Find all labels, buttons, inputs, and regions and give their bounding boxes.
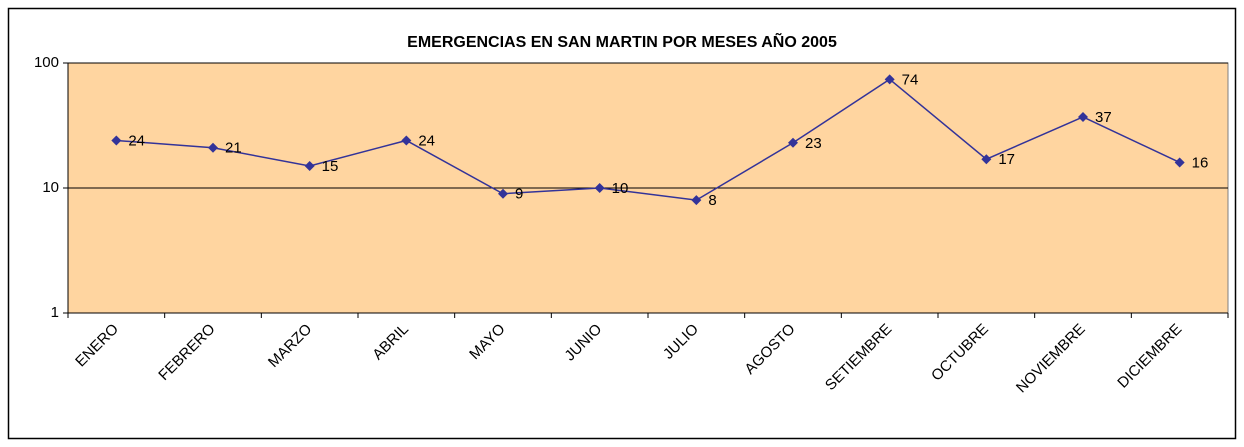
data-point <box>208 142 218 153</box>
data-label: 24 <box>418 132 435 149</box>
data-point <box>788 137 798 148</box>
data-label: 9 <box>515 186 523 203</box>
data-label: 21 <box>225 140 242 157</box>
data-label: 74 <box>902 71 919 88</box>
data-point <box>1078 111 1088 122</box>
data-point <box>884 74 895 85</box>
y-tick-label: 10 <box>42 179 59 196</box>
data-label: 10 <box>612 180 629 197</box>
data-label: 8 <box>708 192 716 209</box>
data-label: 23 <box>805 135 822 152</box>
data-point <box>594 183 605 193</box>
data-point <box>498 188 508 199</box>
data-label: 24 <box>128 132 145 149</box>
data-point <box>401 135 412 146</box>
chart-title: EMERGENCIAS EN SAN MARTIN POR MESES AÑO … <box>407 31 837 51</box>
data-point <box>304 160 315 171</box>
data-point <box>1174 157 1185 168</box>
data-label: 15 <box>322 158 339 175</box>
data-label: 17 <box>998 151 1015 168</box>
data-label: 16 <box>1192 154 1209 171</box>
data-point <box>691 195 702 206</box>
y-tick-label: 1 <box>51 304 59 321</box>
data-point <box>111 135 122 146</box>
y-tick-label: 100 <box>34 54 59 71</box>
data-point <box>981 154 992 165</box>
data-line <box>116 78 1180 201</box>
data-label: 37 <box>1095 109 1112 126</box>
